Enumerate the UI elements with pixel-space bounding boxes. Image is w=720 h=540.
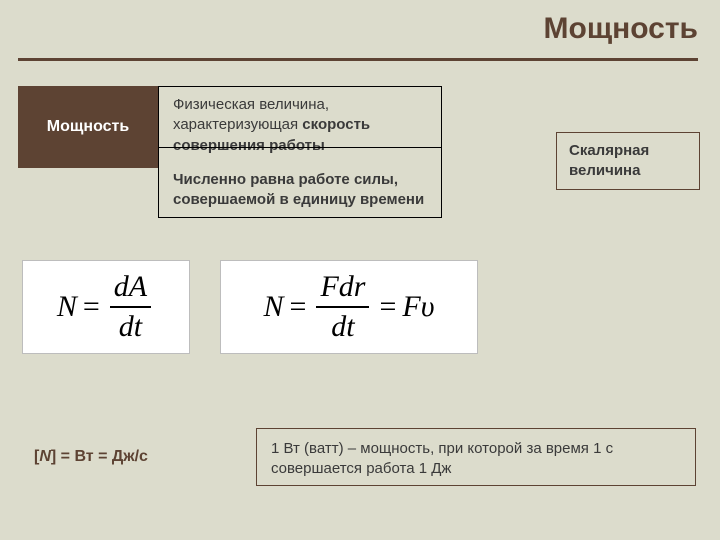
term-box: Мощность <box>18 86 158 168</box>
f2-eq2: = <box>379 290 396 324</box>
bottom-explainer-box: 1 Вт (ватт) – мощность, при которой за в… <box>256 428 696 486</box>
scalar-line1: Скалярная <box>569 141 687 161</box>
formula-box-2: N = Fdr dt = Fυ <box>220 260 478 354</box>
f2-rhs: Fυ <box>402 290 434 324</box>
slide-title: Мощность <box>544 12 699 46</box>
f2-den: dt <box>327 308 358 344</box>
scalar-box: Скалярная величина <box>556 132 700 190</box>
scalar-line2: величина <box>569 161 687 181</box>
formula-box-1: N = dA dt <box>22 260 190 354</box>
slide-root: Мощность Мощность Физическая величина, х… <box>0 0 720 540</box>
f1-lhs: N <box>57 290 77 324</box>
definition-box: Физическая величина, характеризующая ско… <box>158 86 442 218</box>
f1-num: dA <box>110 270 151 306</box>
f2-lhs: N <box>264 290 284 324</box>
unit-rest: = Вт = Дж/с <box>56 448 148 465</box>
definition-divider <box>159 147 441 148</box>
f2-eq1: = <box>290 290 307 324</box>
f1-eq: = <box>83 290 100 324</box>
unit-line: [N] = Вт = Дж/с <box>34 448 148 466</box>
formula2-row: N = Fdr dt = Fυ <box>264 270 435 344</box>
definition-part2: Численно равна работе силы, совершаемой … <box>173 170 427 211</box>
f2-num: Fdr <box>316 270 369 306</box>
unit-sym: N <box>39 448 51 465</box>
f1-frac: dA dt <box>110 270 151 344</box>
formula1-row: N = dA dt <box>57 270 155 344</box>
bottom-text: 1 Вт (ватт) – мощность, при которой за в… <box>271 440 613 477</box>
f2-frac: Fdr dt <box>316 270 369 344</box>
term-label: Мощность <box>47 118 129 136</box>
f1-den: dt <box>115 308 146 344</box>
title-underline <box>18 58 698 61</box>
